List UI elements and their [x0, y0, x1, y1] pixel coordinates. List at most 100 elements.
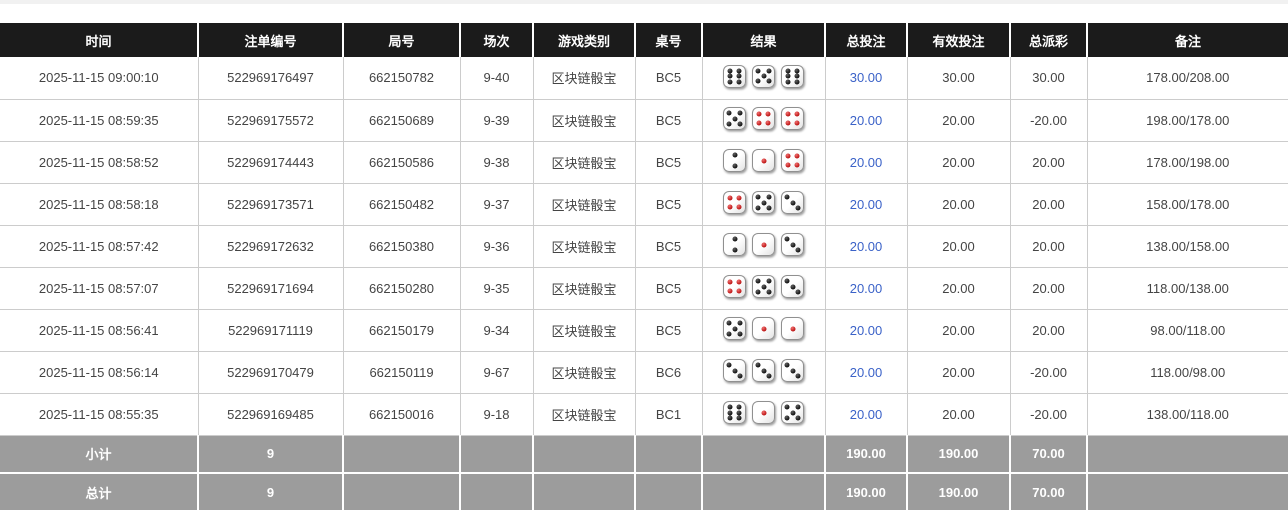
total-bet-link[interactable]: 20.00: [849, 196, 883, 212]
cell-valid_bet: 20.00: [907, 141, 1011, 184]
column-header-remark: 备注: [1087, 23, 1288, 57]
cell-time: 2025-11-15 08:57:07: [0, 267, 199, 310]
total-bet-link[interactable]: 20.00: [849, 154, 883, 170]
cell-payout: 20.00: [1010, 267, 1088, 310]
cell-session: 9-36: [460, 225, 534, 268]
die-4-icon: [723, 191, 746, 214]
dice-result: [723, 191, 804, 214]
cell-table_no: BC5: [635, 183, 703, 226]
dice-result: [723, 107, 804, 130]
cell-bet_id: 522969169485: [198, 393, 344, 436]
die-3-icon: [752, 359, 775, 382]
die-6-icon: [723, 64, 746, 88]
cell-table_no: BC5: [635, 309, 703, 352]
table-body: 2025-11-15 09:00:10 522969176497 662150782…: [0, 57, 1288, 436]
cell-payout: -20.00: [1010, 99, 1088, 142]
cell-round_id: 662150016: [343, 393, 461, 436]
summary-remark: [1087, 435, 1288, 474]
total-bet-link[interactable]: 20.00: [849, 238, 883, 254]
cell-payout: -20.00: [1010, 393, 1088, 436]
cell-time: 2025-11-15 08:55:35: [0, 393, 199, 436]
column-header-session: 场次: [460, 23, 534, 57]
cell-bet_id: 522969171119: [198, 309, 344, 352]
column-header-game_type: 游戏类别: [533, 23, 636, 57]
total-bet-link[interactable]: 30.00: [849, 70, 883, 86]
summary-empty: [460, 473, 534, 512]
cell-remark: 118.00/98.00: [1087, 351, 1288, 394]
cell-result: [702, 267, 826, 310]
table-row: 2025-11-15 08:57:42 522969172632 662150380…: [0, 225, 1288, 268]
cell-remark: 178.00/208.00: [1087, 57, 1288, 100]
die-1-icon: [752, 317, 775, 340]
total-bet-link[interactable]: 20.00: [849, 364, 883, 380]
cell-session: 9-37: [460, 183, 534, 226]
table-row: 2025-11-15 08:55:35 522969169485 662150016…: [0, 393, 1288, 436]
cell-result: [702, 183, 826, 226]
cell-result: [702, 225, 826, 268]
cell-round_id: 662150119: [343, 351, 461, 394]
die-3-icon: [781, 233, 804, 256]
table-header-row: 时间 注单编号 局号 场次 游戏类别 桌号 结果 总投注 有效投注 总派彩 备注: [0, 23, 1288, 57]
summary-payout: 70.00: [1010, 473, 1088, 512]
cell-round_id: 662150586: [343, 141, 461, 184]
cell-valid_bet: 20.00: [907, 351, 1011, 394]
column-header-result: 结果: [702, 23, 826, 57]
die-5-icon: [781, 401, 804, 424]
dice-result: [723, 275, 804, 298]
summary-label: 小计: [0, 435, 199, 474]
cell-bet_id: 522969172632: [198, 225, 344, 268]
top-divider: [0, 0, 1288, 4]
summary-empty: [702, 473, 826, 512]
cell-table_no: BC5: [635, 99, 703, 142]
column-header-round_id: 局号: [343, 23, 461, 57]
cell-remark: 138.00/158.00: [1087, 225, 1288, 268]
cell-valid_bet: 20.00: [907, 309, 1011, 352]
cell-game_type: 区块链骰宝: [533, 267, 636, 310]
die-5-icon: [752, 191, 775, 214]
die-3-icon: [723, 359, 746, 382]
cell-valid_bet: 20.00: [907, 393, 1011, 436]
die-6-icon: [781, 64, 804, 88]
die-6-icon: [723, 401, 746, 424]
column-header-valid_bet: 有效投注: [907, 23, 1011, 57]
total-bet-link[interactable]: 20.00: [849, 322, 883, 338]
cell-bet_id: 522969170479: [198, 351, 344, 394]
dice-result: [723, 401, 804, 424]
die-5-icon: [723, 107, 746, 130]
summary-empty: [533, 473, 636, 512]
cell-table_no: BC1: [635, 393, 703, 436]
cell-payout: 20.00: [1010, 141, 1088, 184]
cell-bet_id: 522969176497: [198, 57, 344, 100]
cell-session: 9-18: [460, 393, 534, 436]
cell-payout: -20.00: [1010, 351, 1088, 394]
cell-payout: 20.00: [1010, 225, 1088, 268]
cell-result: [702, 351, 826, 394]
die-1-icon: [752, 401, 775, 424]
cell-game_type: 区块链骰宝: [533, 393, 636, 436]
total-bet-link[interactable]: 20.00: [849, 406, 883, 422]
cell-session: 9-34: [460, 309, 534, 352]
total-bet-link[interactable]: 20.00: [849, 112, 883, 128]
summary-label: 总计: [0, 473, 199, 512]
column-header-table_no: 桌号: [635, 23, 703, 57]
summary-empty: [343, 435, 461, 474]
table-footer: 小计 9 190.00 190.00 70.00 总计 9 190.00 190.00 70.00: [0, 435, 1288, 512]
summary-empty: [343, 473, 461, 512]
cell-payout: 30.00: [1010, 57, 1088, 100]
cell-session: 9-39: [460, 99, 534, 142]
cell-round_id: 662150482: [343, 183, 461, 226]
cell-bet_id: 522969175572: [198, 99, 344, 142]
dice-result: [723, 317, 804, 340]
grand-total-row: 总计 9 190.00 190.00 70.00: [0, 473, 1288, 512]
cell-time: 2025-11-15 08:58:52: [0, 141, 199, 184]
summary-total-bet: 190.00: [825, 473, 908, 512]
cell-valid_bet: 20.00: [907, 225, 1011, 268]
cell-time: 2025-11-15 08:57:42: [0, 225, 199, 268]
cell-round_id: 662150782: [343, 57, 461, 100]
die-3-icon: [781, 275, 804, 298]
cell-valid_bet: 20.00: [907, 267, 1011, 310]
cell-total_bet: 20.00: [825, 183, 908, 226]
total-bet-link[interactable]: 20.00: [849, 280, 883, 296]
cell-total_bet: 20.00: [825, 393, 908, 436]
die-2-icon: [723, 149, 746, 172]
